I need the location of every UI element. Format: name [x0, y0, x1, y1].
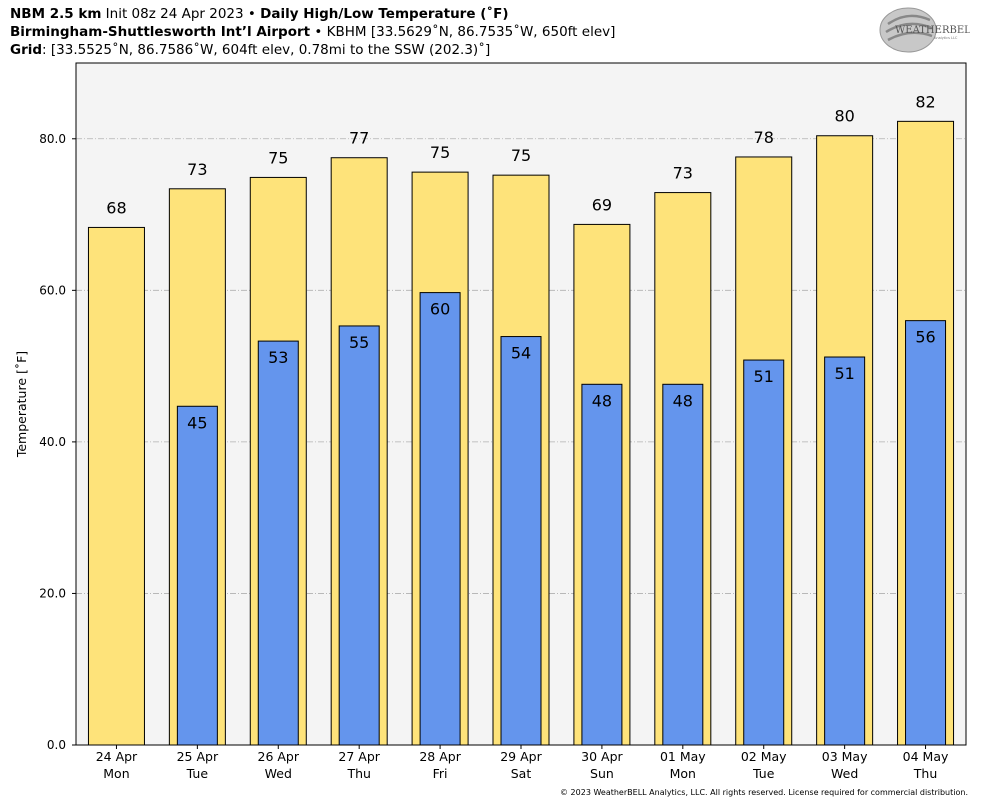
low-temp-bar: [176, 405, 218, 746]
y-tick-label: 20.0: [39, 586, 66, 600]
plot-frame: [75, 62, 967, 746]
low-temp-label: 48: [592, 391, 612, 410]
weatherbell-logo: WEATHERBELL Analytics LLC: [879, 7, 970, 53]
high-temp-label: 69: [592, 195, 612, 214]
x-tick-label-weekday: Thu: [346, 766, 370, 781]
y-tick-label: 60.0: [39, 283, 66, 297]
model-name: NBM 2.5 km: [10, 6, 102, 22]
station-info: • KBHM [33.5629˚N, 86.7535˚W, 650ft elev…: [310, 24, 616, 40]
x-tick-label-date: 02 May: [741, 749, 787, 764]
x-tick-label-weekday: Tue: [186, 766, 209, 781]
y-tick-label: 40.0: [39, 435, 66, 449]
x-tick-label-date: 27 Apr: [338, 749, 380, 764]
x-tick-label-weekday: Thu: [913, 766, 937, 781]
high-temp-label: 75: [511, 146, 531, 165]
x-tick-label-weekday: Fri: [433, 766, 448, 781]
low-temp-label: 53: [268, 348, 288, 367]
high-temp-label: 75: [268, 148, 288, 167]
y-axis-label: Temperature [˚F]: [14, 351, 29, 458]
low-temp-label: 51: [754, 367, 774, 386]
high-temp-label: 78: [754, 128, 774, 147]
low-temp-label: 45: [187, 413, 207, 432]
copyright-notice: © 2023 WeatherBELL Analytics, LLC. All r…: [560, 788, 968, 797]
y-tick-label: 80.0: [39, 132, 66, 146]
x-tick-label-date: 28 Apr: [419, 749, 461, 764]
grid-label: Grid: [10, 42, 43, 58]
x-tick-label-weekday: Sun: [590, 766, 614, 781]
high-temp-label: 68: [106, 198, 126, 217]
low-temp-bar: [257, 340, 299, 746]
svg-text:Analytics LLC: Analytics LLC: [934, 36, 958, 40]
low-temp-bar: [419, 292, 461, 746]
grid-info: : [33.5525˚N, 86.7586˚W, 604ft elev, 0.7…: [42, 42, 491, 58]
low-temp-bar: [905, 320, 947, 746]
low-temp-label: 54: [511, 344, 531, 363]
product-name: Daily High/Low Temperature (˚F): [260, 6, 509, 22]
x-tick-label-date: 01 May: [660, 749, 706, 764]
low-temp-bar: [824, 356, 866, 746]
high-temp-label: 82: [915, 92, 935, 111]
x-tick-label-date: 30 Apr: [581, 749, 623, 764]
low-temp-label: 48: [673, 391, 693, 410]
x-tick-label-weekday: Wed: [265, 766, 292, 781]
x-tick-label-date: 04 May: [903, 749, 949, 764]
svg-text:WEATHERBELL: WEATHERBELL: [895, 25, 970, 36]
high-temp-label: 73: [673, 164, 693, 183]
low-temp-label: 56: [915, 328, 935, 347]
x-tick-label-weekday: Tue: [752, 766, 775, 781]
low-temp-bar: [743, 359, 785, 746]
header-line-2: Birmingham-Shuttlesworth Int’l Airport •…: [10, 23, 615, 41]
x-tick-label-date: 26 Apr: [258, 749, 300, 764]
high-temp-label: 73: [187, 160, 207, 179]
high-temp-bar: [87, 226, 145, 746]
low-temp-bar: [500, 336, 542, 746]
station-name: Birmingham-Shuttlesworth Int’l Airport: [10, 24, 311, 40]
low-temp-label: 51: [834, 364, 854, 383]
x-tick-label-weekday: Wed: [831, 766, 858, 781]
header-line-1: NBM 2.5 km Init 08z 24 Apr 2023 • Daily …: [10, 5, 509, 23]
high-temp-label: 75: [430, 143, 450, 162]
low-temp-bar: [338, 325, 380, 746]
low-temp-bar: [662, 383, 704, 746]
x-tick-label-date: 24 Apr: [96, 749, 138, 764]
x-tick-label-weekday: Sat: [511, 766, 532, 781]
low-temp-bar: [581, 383, 623, 746]
y-tick-label: 0.0: [47, 738, 66, 752]
x-tick-label-date: 03 May: [822, 749, 868, 764]
x-tick-label-weekday: Mon: [103, 766, 129, 781]
x-tick-label-weekday: Mon: [670, 766, 696, 781]
high-temp-label: 77: [349, 129, 369, 148]
x-tick-label-date: 25 Apr: [177, 749, 219, 764]
low-temp-label: 55: [349, 333, 369, 352]
init-time: Init 08z 24 Apr 2023 •: [101, 6, 261, 22]
high-temp-label: 80: [834, 107, 854, 126]
low-temp-label: 60: [430, 300, 450, 319]
header-line-3: Grid: [33.5525˚N, 86.7586˚W, 604ft elev,…: [10, 41, 490, 59]
x-tick-label-date: 29 Apr: [500, 749, 542, 764]
